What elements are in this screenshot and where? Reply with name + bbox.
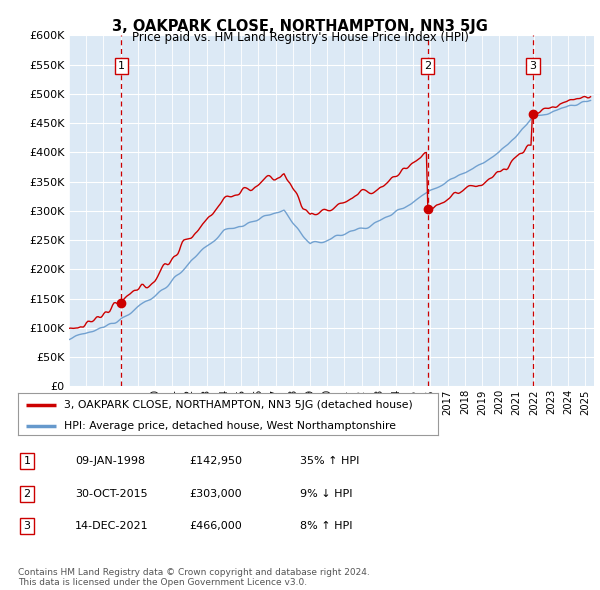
- Text: 35% ↑ HPI: 35% ↑ HPI: [300, 457, 359, 466]
- Text: 1: 1: [23, 457, 31, 466]
- Text: 14-DEC-2021: 14-DEC-2021: [75, 522, 149, 531]
- Text: 3, OAKPARK CLOSE, NORTHAMPTON, NN3 5JG (detached house): 3, OAKPARK CLOSE, NORTHAMPTON, NN3 5JG (…: [64, 400, 413, 410]
- Text: 1: 1: [118, 61, 125, 71]
- Text: £142,950: £142,950: [189, 457, 242, 466]
- Text: 2: 2: [424, 61, 431, 71]
- Text: Price paid vs. HM Land Registry's House Price Index (HPI): Price paid vs. HM Land Registry's House …: [131, 31, 469, 44]
- Text: 3: 3: [530, 61, 536, 71]
- Text: 09-JAN-1998: 09-JAN-1998: [75, 457, 145, 466]
- Text: 8% ↑ HPI: 8% ↑ HPI: [300, 522, 353, 531]
- Text: 30-OCT-2015: 30-OCT-2015: [75, 489, 148, 499]
- Text: £303,000: £303,000: [189, 489, 242, 499]
- Text: 2: 2: [23, 489, 31, 499]
- Text: 3, OAKPARK CLOSE, NORTHAMPTON, NN3 5JG: 3, OAKPARK CLOSE, NORTHAMPTON, NN3 5JG: [112, 19, 488, 34]
- Text: 9% ↓ HPI: 9% ↓ HPI: [300, 489, 353, 499]
- Text: HPI: Average price, detached house, West Northamptonshire: HPI: Average price, detached house, West…: [64, 421, 396, 431]
- Text: £466,000: £466,000: [189, 522, 242, 531]
- Text: Contains HM Land Registry data © Crown copyright and database right 2024.
This d: Contains HM Land Registry data © Crown c…: [18, 568, 370, 587]
- Text: 3: 3: [23, 522, 31, 531]
